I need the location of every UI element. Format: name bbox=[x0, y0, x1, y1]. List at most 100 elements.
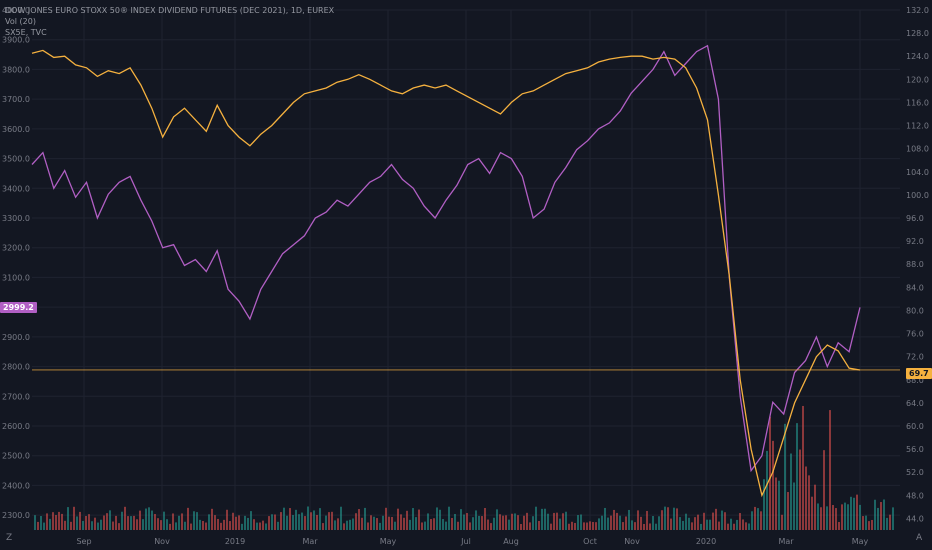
volume-bar bbox=[568, 523, 570, 530]
volume-bar bbox=[607, 517, 609, 530]
volume-bar bbox=[271, 514, 273, 530]
volume-bar bbox=[856, 494, 858, 530]
volume-bar bbox=[391, 516, 393, 530]
volume-bar bbox=[688, 517, 690, 530]
volume-bar bbox=[475, 510, 477, 530]
volume-bar bbox=[64, 520, 66, 530]
volume-bar bbox=[652, 516, 654, 530]
left-axis-tick: 2400.0 bbox=[2, 481, 30, 490]
volume-bar bbox=[757, 508, 759, 530]
volume-bar bbox=[610, 515, 612, 530]
left-axis-tick: 3600.0 bbox=[2, 125, 30, 134]
volume-bar bbox=[775, 477, 777, 530]
volume-bar bbox=[97, 522, 99, 530]
volume-bar bbox=[544, 508, 546, 530]
volume-bar bbox=[712, 512, 714, 530]
volume-bar bbox=[871, 519, 873, 530]
volume-bar bbox=[634, 522, 636, 530]
volume-bar bbox=[76, 516, 78, 530]
volume-bar bbox=[862, 516, 864, 530]
volume-bar bbox=[127, 516, 129, 530]
volume-bar bbox=[199, 519, 201, 530]
volume-bar bbox=[811, 496, 813, 530]
timezone-button[interactable]: Z bbox=[6, 533, 13, 543]
left-axis-tick: 2300.0 bbox=[2, 511, 30, 520]
volume-bar bbox=[106, 513, 108, 530]
x-axis-tick: Aug bbox=[503, 537, 519, 546]
volume-bar bbox=[526, 512, 528, 530]
left-axis-tick: 3300.0 bbox=[2, 214, 30, 223]
volume-bar bbox=[448, 506, 450, 530]
volume-bar bbox=[85, 515, 87, 530]
volume-bar bbox=[313, 510, 315, 530]
auto-scale-button[interactable]: A bbox=[916, 533, 923, 543]
volume-bar bbox=[847, 504, 849, 530]
volume-bar bbox=[43, 522, 45, 530]
volume-bar bbox=[787, 492, 789, 530]
volume-bar bbox=[115, 515, 117, 530]
volume-bar bbox=[640, 516, 642, 530]
legend-volume[interactable]: Vol (20) bbox=[5, 17, 36, 26]
volume-bar bbox=[400, 514, 402, 530]
volume-bar bbox=[724, 512, 726, 530]
volume-bar bbox=[709, 519, 711, 530]
volume-bar bbox=[220, 522, 222, 530]
right-axis-tick: 92.0 bbox=[906, 237, 924, 246]
volume-bar bbox=[586, 522, 588, 530]
x-axis-tick: Mar bbox=[302, 537, 318, 546]
volume-bar bbox=[370, 515, 372, 530]
volume-bar bbox=[661, 510, 663, 530]
volume-bar bbox=[577, 515, 579, 530]
volume-bar bbox=[730, 518, 732, 530]
volume-bar bbox=[226, 509, 228, 530]
volume-bar bbox=[244, 515, 246, 530]
right-axis-tick: 124.0 bbox=[906, 52, 929, 61]
volume-bar bbox=[613, 509, 615, 530]
volume-bar bbox=[547, 513, 549, 530]
volume-bar bbox=[421, 522, 423, 530]
volume-bar bbox=[58, 511, 60, 530]
volume-bar bbox=[454, 513, 456, 530]
volume-bar bbox=[196, 512, 198, 530]
legend-symbol[interactable]: DOW JONES EURO STOXX 50® INDEX DIVIDEND … bbox=[5, 6, 335, 15]
volume-bar bbox=[100, 519, 102, 530]
legend-compare[interactable]: SX5E, TVC bbox=[5, 28, 47, 37]
volume-bar bbox=[436, 507, 438, 530]
volume-bar bbox=[589, 521, 591, 530]
volume-bar bbox=[616, 512, 618, 530]
volume-bar bbox=[169, 523, 171, 530]
volume-bar bbox=[286, 515, 288, 530]
volume-bar bbox=[49, 518, 51, 530]
volume-bar bbox=[37, 521, 39, 530]
right-axis-tick: 132.0 bbox=[906, 6, 929, 15]
volume-bar bbox=[841, 504, 843, 530]
volume-bar bbox=[553, 512, 555, 530]
volume-bar bbox=[484, 508, 486, 530]
volume-bar bbox=[481, 516, 483, 530]
volume-bar bbox=[832, 505, 834, 530]
right-axis-tick: 80.0 bbox=[906, 306, 924, 315]
volume-bar bbox=[517, 515, 519, 530]
volume-bar bbox=[103, 515, 105, 530]
volume-bar bbox=[673, 507, 675, 530]
volume-bar bbox=[538, 520, 540, 530]
volume-bar bbox=[301, 512, 303, 530]
volume-bar bbox=[490, 523, 492, 530]
volume-bar bbox=[763, 479, 765, 530]
volume-bar bbox=[889, 514, 891, 530]
volume-bar bbox=[415, 517, 417, 530]
volume-bar bbox=[343, 523, 345, 530]
volume-bar bbox=[184, 521, 186, 530]
volume-bar bbox=[631, 520, 633, 530]
volume-bar bbox=[859, 504, 861, 530]
volume-bar bbox=[799, 449, 801, 530]
x-axis-tick: Nov bbox=[154, 537, 170, 546]
x-axis-tick: Sep bbox=[76, 537, 91, 546]
volume-bar bbox=[88, 514, 90, 530]
volume-bar bbox=[868, 521, 870, 530]
volume-bar bbox=[733, 523, 735, 530]
volume-bar bbox=[250, 511, 252, 530]
volume-bar bbox=[715, 508, 717, 530]
volume-bar bbox=[349, 519, 351, 530]
